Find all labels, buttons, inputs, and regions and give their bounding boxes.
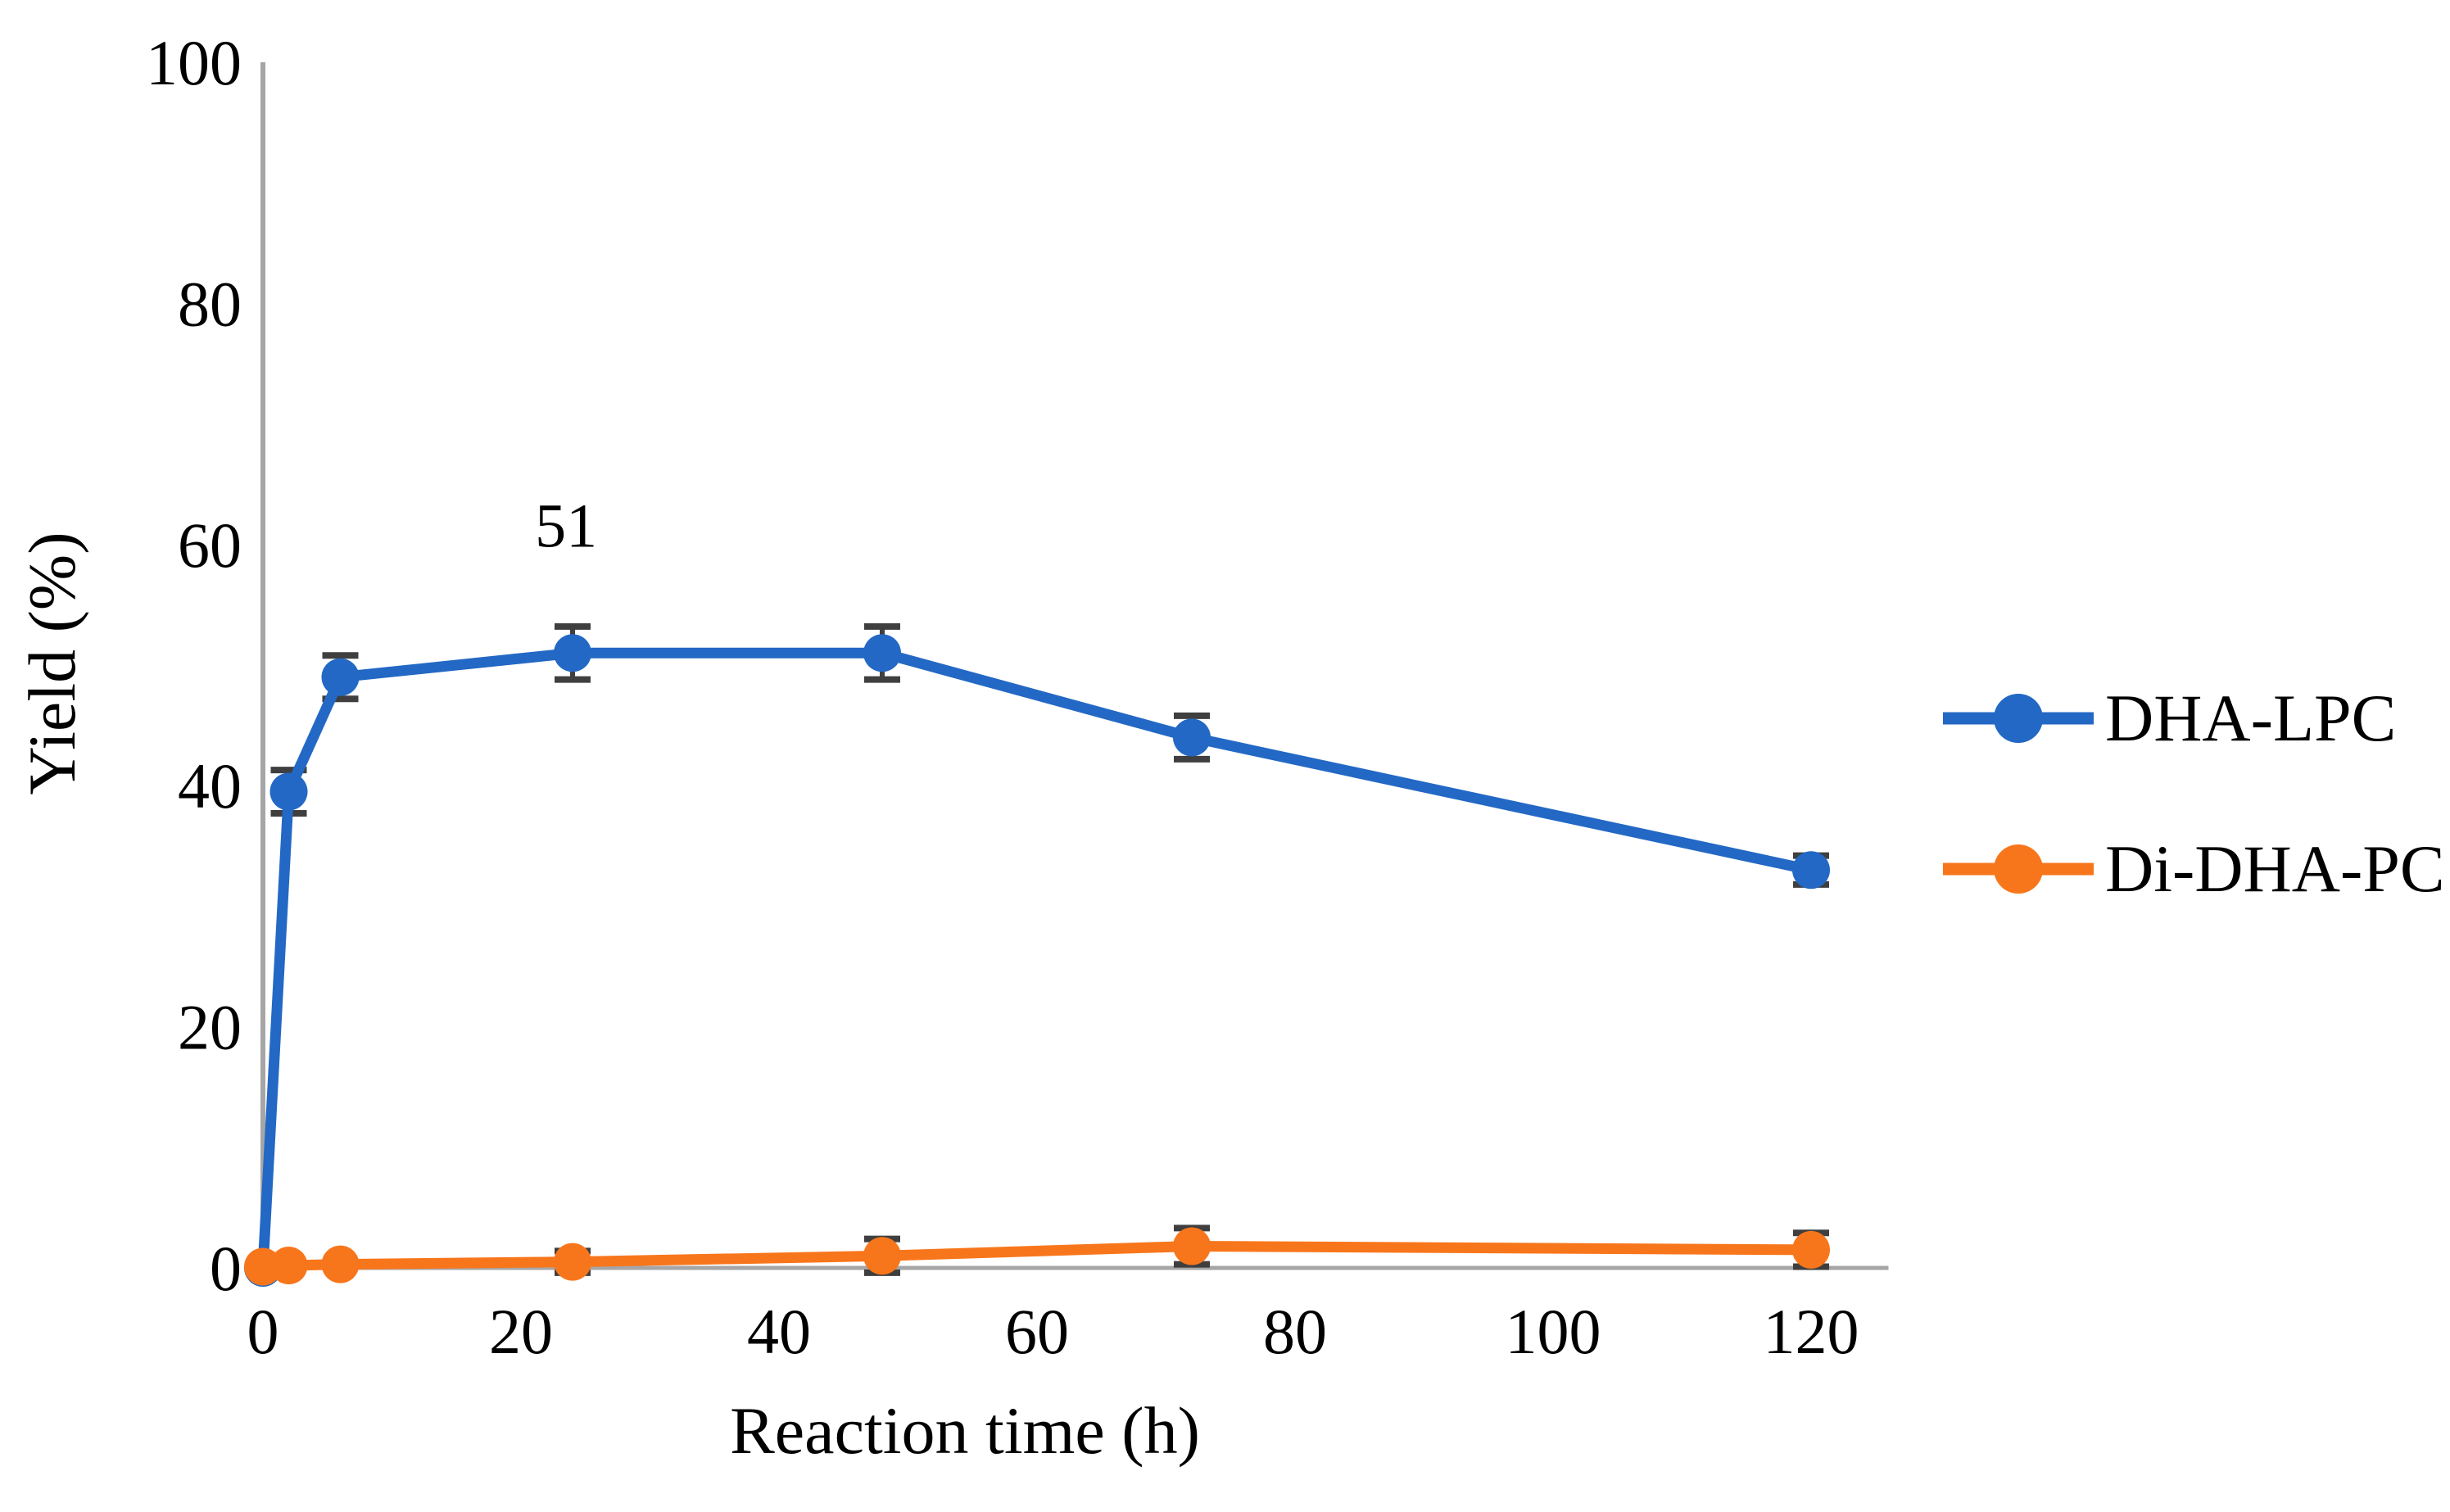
x-tick-label: 40 [747, 1296, 811, 1367]
data-point-di-dha-pc [269, 1247, 308, 1285]
y-tick-label: 40 [178, 750, 242, 822]
legend-marker-dha-lpc-icon [1943, 694, 2094, 743]
data-point-di-dha-pc [554, 1243, 591, 1281]
data-point-dha-lpc [1173, 718, 1211, 757]
legend-label-dha-lpc: DHA-LPC [2105, 681, 2397, 755]
y-axis-title: Yield (%) [15, 532, 89, 795]
series-line-di-dha-pc [257, 1241, 1817, 1273]
x-tick-label: 80 [1263, 1296, 1327, 1367]
x-tick-label: 60 [1005, 1296, 1069, 1367]
series-line-dha-lpc [257, 647, 1817, 1274]
x-tick-label: 0 [247, 1296, 279, 1367]
data-point-di-dha-pc [1173, 1227, 1211, 1265]
data-point-dha-lpc [554, 634, 591, 672]
data-point-dha-lpc [1792, 851, 1830, 890]
x-tick-label: 120 [1764, 1296, 1859, 1367]
x-tick-label: 100 [1506, 1296, 1601, 1367]
peak-value-label: 51 [535, 491, 598, 561]
x-axis-title: Reaction time (h) [730, 1393, 1200, 1468]
legend-entry-di-dha-pc: Di-DHA-PC [1940, 821, 2445, 917]
data-point-dha-lpc [863, 634, 901, 672]
y-tick-label: 100 [146, 27, 242, 98]
legend-label-di-dha-pc: Di-DHA-PC [2105, 831, 2445, 906]
data-point-di-dha-pc [863, 1237, 901, 1275]
data-point-di-dha-pc [321, 1245, 360, 1283]
legend-marker-di-dha-pc-icon [1943, 844, 2094, 894]
legend-entry-dha-lpc: DHA-LPC [1940, 670, 2445, 767]
data-point-dha-lpc [269, 772, 308, 811]
x-tick-label: 20 [489, 1296, 553, 1367]
y-tick-label: 80 [178, 268, 242, 339]
data-point-dha-lpc [321, 658, 360, 696]
legend: DHA-LPC Di-DHA-PC [1940, 670, 2445, 917]
y-tick-label: 60 [178, 509, 242, 581]
data-point-di-dha-pc [1792, 1230, 1830, 1269]
y-tick-label: 0 [210, 1233, 242, 1304]
y-tick-label: 20 [178, 992, 242, 1063]
